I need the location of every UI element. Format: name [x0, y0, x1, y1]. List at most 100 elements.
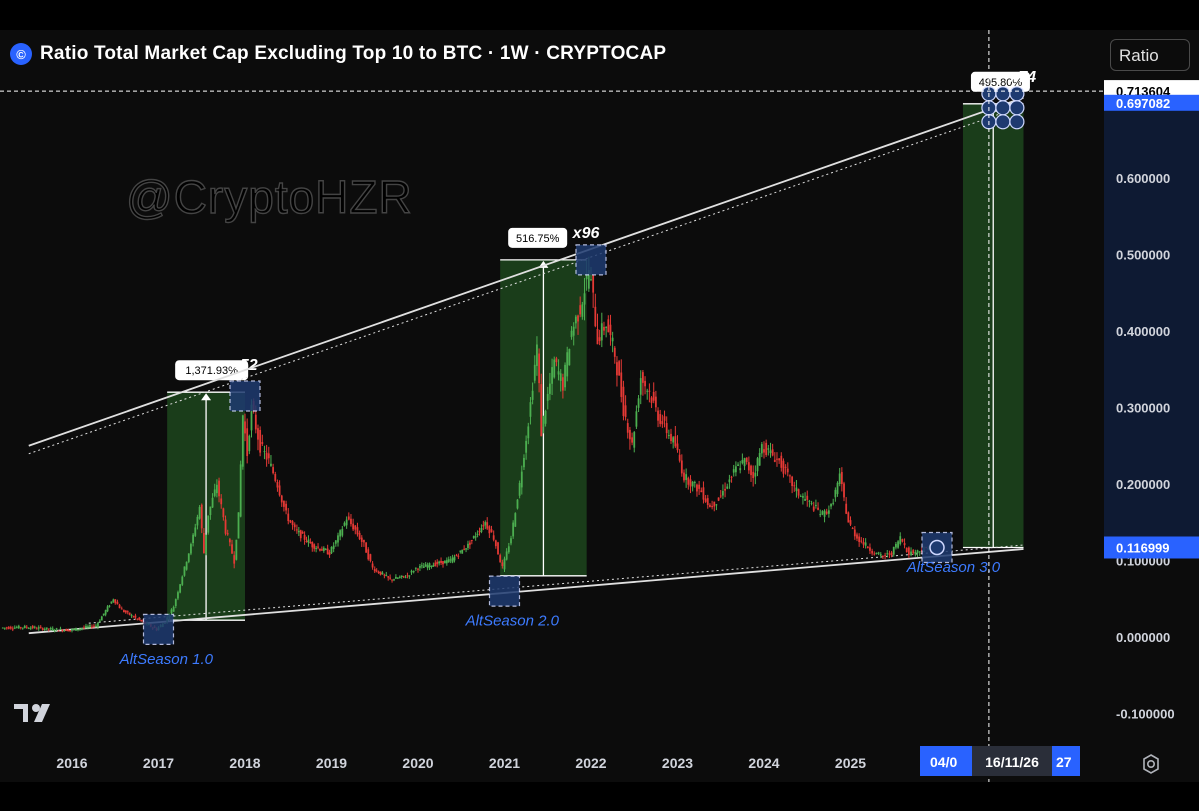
candle-body	[890, 552, 893, 556]
candle-body	[514, 513, 517, 527]
candle-body	[132, 616, 135, 618]
measure-range-label: 516.75%	[516, 233, 560, 245]
tradingview-logo-icon	[14, 704, 50, 722]
candle-body	[412, 571, 415, 573]
candle-body	[745, 457, 748, 462]
candle-body	[791, 476, 794, 487]
candle-body	[383, 574, 386, 576]
candle-body	[773, 459, 776, 462]
ratio-scale-button[interactable]: Ratio	[1110, 39, 1190, 71]
candle-body	[303, 534, 306, 540]
candle-body	[75, 627, 77, 631]
upper-price-tag	[1104, 94, 1199, 111]
candle-body	[812, 506, 815, 511]
candle-body	[65, 628, 68, 632]
candle-body	[903, 543, 906, 546]
candle-body	[231, 544, 233, 554]
current-price-tag	[1104, 536, 1199, 559]
candle-body	[73, 628, 75, 630]
candle-body	[702, 487, 705, 500]
candle-body	[734, 466, 737, 473]
candle-body	[799, 496, 802, 498]
candle-body	[410, 570, 413, 573]
candle-body	[652, 391, 655, 401]
candle-body	[51, 628, 54, 631]
candle-body	[118, 604, 121, 609]
candle-body	[754, 472, 757, 477]
candle-body	[177, 592, 179, 599]
candle-body	[97, 622, 99, 627]
candle-body	[377, 571, 380, 574]
current-point-marker	[929, 539, 945, 556]
candle-body	[674, 436, 677, 447]
candle-body	[689, 479, 692, 487]
candle-body	[259, 429, 262, 453]
candle-body	[339, 530, 342, 537]
candle-body	[23, 625, 26, 628]
watermark-text: @CryptoHZR	[125, 170, 413, 223]
candle-body	[283, 500, 285, 507]
measure-range-label: 1,371.93%	[185, 365, 238, 377]
candle-body	[9, 627, 12, 629]
candle-body	[492, 535, 495, 540]
candle-body	[400, 575, 403, 578]
candle-body	[750, 465, 752, 476]
candle-body	[91, 626, 93, 628]
candle-body	[449, 559, 452, 561]
candle-body	[371, 563, 374, 568]
candle-body	[549, 383, 551, 394]
candle-body	[474, 536, 477, 538]
candle-body	[130, 615, 133, 617]
candle-body	[59, 628, 62, 630]
candle-body	[71, 629, 73, 631]
candle-body	[209, 506, 212, 516]
candle-body	[267, 453, 270, 459]
measure-range-arrowhead	[201, 393, 212, 401]
settings-gear-icon[interactable]	[1140, 753, 1162, 775]
candle-body	[61, 629, 64, 632]
candle-body	[67, 629, 70, 632]
candle-body	[899, 536, 902, 544]
candle-body	[501, 562, 504, 567]
candle-body	[445, 560, 448, 564]
time-badge-left: 04/0	[930, 754, 957, 770]
candle-body	[330, 546, 333, 554]
x-tick-label: 2023	[662, 755, 693, 771]
candle-body	[15, 627, 18, 629]
candle-body	[566, 352, 569, 377]
candle-body	[241, 415, 244, 467]
y-tick-label: 0.200000	[1116, 477, 1170, 492]
candle-body	[123, 610, 125, 613]
candle-body	[33, 626, 36, 628]
candle-body	[341, 528, 344, 536]
candle-body	[499, 555, 502, 563]
candle-body	[404, 577, 407, 579]
candle-body	[360, 537, 363, 542]
candle-body	[218, 480, 220, 497]
candle-body	[531, 390, 534, 400]
candle-body	[907, 547, 910, 556]
candle-body	[389, 577, 392, 579]
event-marker	[142, 613, 175, 645]
candle-body	[428, 563, 431, 567]
candle-body	[228, 539, 231, 543]
target-cluster-marker	[995, 114, 1011, 130]
candle-body	[838, 473, 841, 484]
candle-body	[313, 544, 316, 549]
candle-body	[538, 353, 540, 384]
current-price-label: 0.116999	[1116, 540, 1170, 555]
candle-body	[888, 553, 891, 555]
candle-body	[570, 330, 573, 338]
candle-body	[633, 432, 636, 448]
candle-body	[523, 457, 525, 468]
candle-body	[525, 440, 528, 453]
candle-body	[422, 566, 425, 568]
candle-body	[579, 305, 582, 315]
candle-body	[100, 616, 103, 621]
x-tick-label: 2022	[575, 755, 606, 771]
candle-body	[185, 561, 188, 570]
candle-body	[215, 484, 218, 494]
candle-body	[836, 482, 839, 495]
candle-body	[419, 565, 421, 568]
